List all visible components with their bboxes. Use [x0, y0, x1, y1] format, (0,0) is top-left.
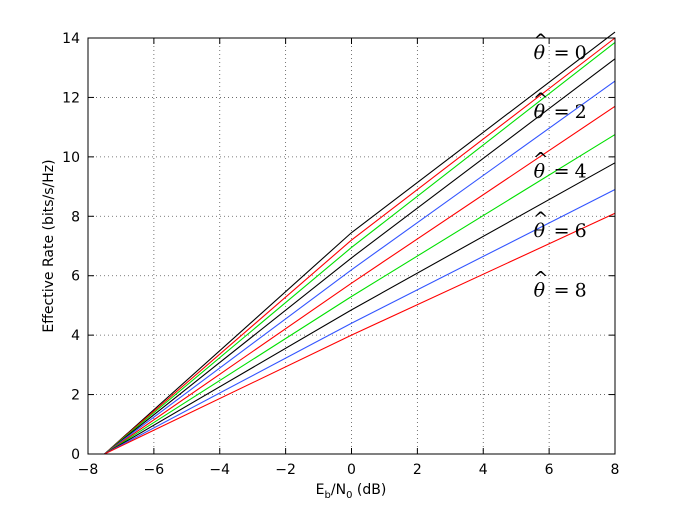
series-line-theta=0: [104, 31, 616, 455]
series-lines: [104, 31, 616, 455]
series-line-theta=1: [104, 37, 616, 455]
y-tick-label: 4: [71, 328, 80, 344]
x-tick-label: 8: [611, 462, 620, 478]
x-tick-label: −6: [144, 462, 165, 478]
x-axis-title: Eb/N0 (dB): [316, 482, 387, 501]
annotation-symbol: θ: [534, 280, 546, 302]
annotation-operator: =: [554, 101, 570, 123]
annotation-hat: ^: [533, 149, 549, 171]
series-line-theta=5: [104, 105, 616, 455]
series-line-theta=8: [104, 189, 616, 455]
annotation-symbol: θ: [534, 42, 546, 64]
y-tick-label: 14: [62, 31, 80, 47]
annotation-value: 4: [575, 161, 587, 183]
series-line-theta=9: [104, 212, 616, 455]
annotations: ^θ = 0^θ = 2^θ = 4^θ = 6^θ = 8: [533, 30, 587, 302]
x-tick-label: −8: [78, 462, 99, 478]
x-tick-label: 4: [479, 462, 488, 478]
x-tick-label: 2: [413, 462, 422, 478]
annotation-theta-2: ^θ = 2: [533, 89, 587, 123]
annotation-theta-8: ^θ = 8: [533, 268, 587, 302]
annotation-symbol: θ: [534, 220, 546, 242]
annotation-hat: ^: [533, 89, 549, 111]
series-line-theta=3: [104, 58, 616, 455]
annotation-value: 0: [575, 42, 587, 64]
y-tick-label: 2: [71, 388, 80, 404]
y-tick-label: 0: [71, 447, 80, 463]
annotation-theta-0: ^θ = 0: [533, 30, 587, 64]
x-tick-label: 6: [545, 462, 554, 478]
annotation-hat: ^: [533, 208, 549, 230]
annotation-symbol: θ: [534, 161, 546, 183]
ticks: −8 −6 −4 −2 0 2 4 6 8 0 2 4 6 8 10 12 14: [62, 31, 619, 478]
y-axis-title: Effective Rate (bits/s/Hz): [41, 159, 57, 332]
series-line-theta=4: [104, 80, 616, 455]
x-axis-title-sub2: 0: [346, 490, 352, 501]
y-tick-label: 12: [62, 90, 80, 106]
grid: [88, 38, 615, 454]
annotation-value: 2: [575, 101, 587, 123]
annotation-theta-6: ^θ = 6: [533, 208, 587, 242]
y-tick-label: 6: [71, 269, 80, 285]
annotation-hat: ^: [533, 268, 549, 290]
x-axis-title-main: E: [316, 482, 325, 498]
y-tick-label: 10: [62, 150, 80, 166]
x-axis-title-mid: /N: [331, 482, 346, 498]
series-line-theta=2: [104, 42, 616, 455]
annotation-operator: =: [554, 220, 570, 242]
annotation-hat: ^: [533, 30, 549, 52]
x-tick-label: −2: [275, 462, 296, 478]
series-line-theta=7: [104, 162, 616, 455]
x-tick-label: −4: [209, 462, 230, 478]
x-axis-title-unit: (dB): [352, 482, 386, 498]
y-tick-label: 8: [71, 209, 80, 225]
annotation-value: 8: [575, 280, 587, 302]
x-tick-label: 0: [347, 462, 356, 478]
annotation-operator: =: [554, 280, 570, 302]
annotation-operator: =: [554, 42, 570, 64]
x-axis-title-sub1: b: [325, 490, 331, 501]
annotation-operator: =: [554, 161, 570, 183]
series-line-theta=6: [104, 134, 616, 455]
annotation-value: 6: [575, 220, 587, 242]
annotation-theta-4: ^θ = 4: [533, 149, 587, 183]
annotation-symbol: θ: [534, 101, 546, 123]
